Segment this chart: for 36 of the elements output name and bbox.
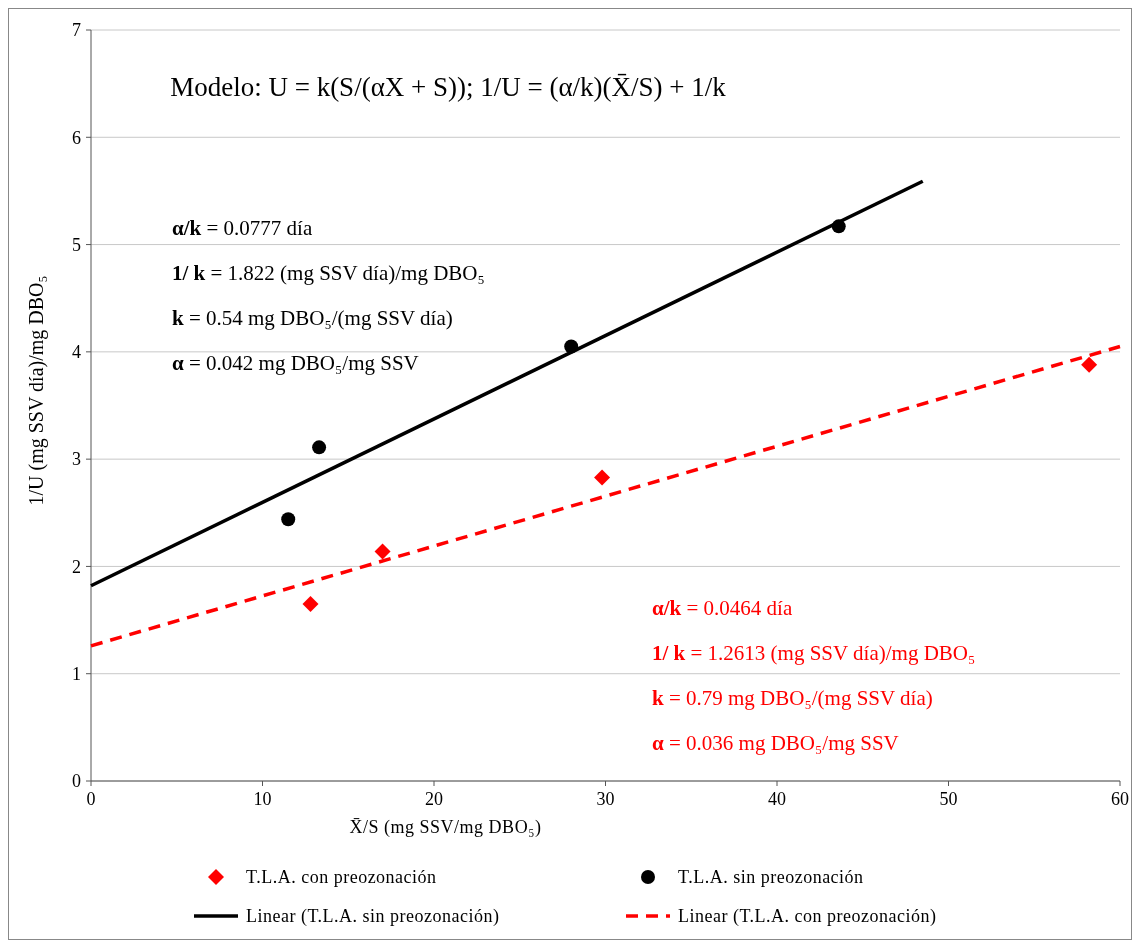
x-tick-label: 10 — [253, 789, 272, 809]
x-tick-label: 60 — [1111, 789, 1129, 809]
annotation: k = 0.79 mg DBO₅/(mg SSV día) — [652, 686, 933, 710]
x-tick-label: 40 — [768, 789, 786, 809]
y-tick-label: 3 — [72, 449, 81, 470]
annotation: k = 0.54 mg DBO₅/(mg SSV día) — [172, 306, 453, 330]
x-tick-label: 0 — [86, 789, 96, 809]
y-axis-title: 1/U (mg SSV día)/mg DBO₅ — [25, 275, 48, 506]
annotation: α = 0.042 mg DBO₅/mg SSV — [172, 351, 419, 375]
x-axis-title: X̄/S (mg SSV/mg DBO₅) — [349, 817, 542, 838]
annotation: 1/ k = 1.822 (mg SSV día)/mg DBO₅ — [172, 261, 485, 285]
legend-label: T.L.A. con preozonación — [246, 867, 437, 888]
y-tick-label: 2 — [72, 556, 81, 577]
annotation: α/k = 0.0777 día — [172, 216, 313, 240]
y-tick-label: 5 — [72, 234, 81, 255]
y-tick-label: 6 — [72, 127, 81, 148]
annotation: α/k = 0.0464 día — [652, 596, 793, 620]
y-tick-label: 7 — [72, 20, 81, 41]
y-tick-label: 0 — [72, 771, 81, 792]
legend-label: T.L.A. sin preozonación — [678, 867, 864, 888]
point — [594, 469, 611, 486]
x-tick-label: 50 — [939, 789, 958, 809]
annotation: 1/ k = 1.2613 (mg SSV día)/mg DBO₅ — [652, 641, 976, 665]
legend-label: Linear (T.L.A. sin preozonación) — [246, 906, 500, 928]
x-tick-label: 30 — [596, 789, 615, 809]
annotation: Modelo: U = k(S/(αX + S)); 1/U = (α/k)(X̄/S) + 1/k — [170, 72, 727, 102]
point — [302, 595, 319, 612]
point — [374, 543, 391, 560]
legend-label: Linear (T.L.A. con preozonación) — [678, 906, 937, 928]
y-tick-label: 4 — [72, 342, 81, 363]
x-tick-label: 20 — [425, 789, 443, 809]
y-tick-label: 1 — [72, 664, 81, 685]
point — [312, 440, 327, 455]
point — [281, 512, 296, 527]
point — [1081, 356, 1098, 373]
annotation: α = 0.036 mg DBO₅/mg SSV — [652, 731, 899, 755]
